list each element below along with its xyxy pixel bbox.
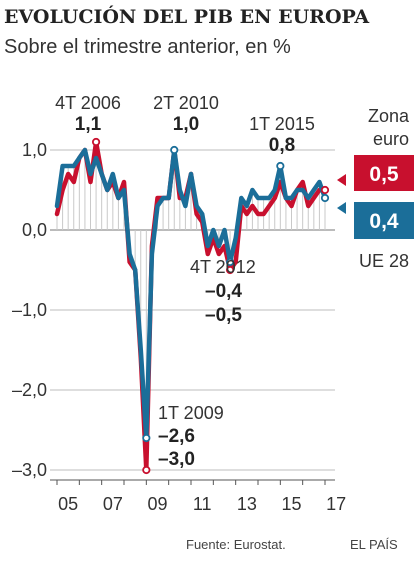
annotation-1t-2015: 1T 2015 0,8: [249, 114, 315, 156]
x-tick-label: 09: [147, 494, 167, 514]
y-tick-label: –2,0: [12, 380, 47, 400]
data-point-marker: [276, 161, 285, 171]
x-tick-label: 17: [326, 494, 346, 514]
x-tick-label: 15: [281, 494, 301, 514]
data-point-marker: [91, 137, 101, 147]
legend-label: Zona: [368, 106, 410, 126]
publisher-logo: EL PAÍS: [350, 537, 398, 552]
annotation-2t-2010: 2T 2010 1,0: [153, 93, 219, 135]
data-point-marker: [225, 257, 235, 267]
annotation-markers: [91, 137, 330, 475]
annotation-4t-2006: 4T 2006 1,1: [55, 93, 121, 135]
legend-label: euro: [373, 129, 409, 149]
annotation-label: 1T 2015: [249, 114, 315, 134]
annotation-value: –0,4: [205, 281, 242, 302]
data-point-marker: [225, 265, 235, 275]
data-point-marker: [170, 145, 179, 155]
annotation-value: –2,6: [158, 426, 195, 447]
legend-pointer-eu28: [337, 202, 346, 214]
y-tick-label: 1,0: [22, 140, 47, 160]
annotation-value: 0,8: [269, 135, 295, 156]
y-tick-label: –3,0: [12, 460, 47, 480]
legend-pointer-eurozone: [337, 174, 346, 186]
annotation-1t-2009: 1T 2009 –2,6 –3,0: [158, 403, 224, 470]
legend-label: UE 28: [359, 251, 409, 271]
badge-value: 0,5: [369, 163, 399, 186]
badge-value: 0,4: [369, 210, 399, 233]
annotation-label: 4T 2006: [55, 93, 121, 113]
annotation-value: –0,5: [205, 305, 242, 326]
x-tick-label: 11: [193, 494, 212, 514]
y-tick-label: 0,0: [22, 220, 47, 240]
annotation-label: 4T 2012: [190, 257, 256, 277]
annotation-label: 1T 2009: [158, 403, 224, 423]
x-tick-label: 05: [58, 494, 78, 514]
annotation-4t-2012: 4T 2012 –0,4 –0,5: [190, 257, 256, 326]
badge-eurozone: [354, 155, 414, 191]
axis-ticks: 1,0 0,0 –1,0 –2,0 –3,0 05 07 09 11 13 15 17: [12, 140, 346, 514]
data-point-marker: [142, 465, 151, 475]
badge-eu28: [354, 202, 414, 239]
annotation-label: 2T 2010: [153, 93, 219, 113]
chart-subtitle: Sobre el trimestre anterior, en %: [4, 36, 291, 58]
x-tick-label: 13: [237, 494, 257, 514]
data-point-marker: [320, 193, 330, 203]
legend-eu28: 0,4 UE 28: [337, 202, 414, 271]
annotation-value: 1,1: [75, 114, 102, 135]
legend-eurozone: Zona euro 0,5: [337, 106, 414, 191]
data-point-marker: [320, 185, 330, 195]
chart-title: EVOLUCIÓN DEL PIB EN EUROPA: [4, 5, 369, 28]
x-tick-label: 07: [103, 494, 123, 514]
data-point-marker: [142, 433, 151, 443]
y-tick-label: –1,0: [12, 300, 47, 320]
source-note: Fuente: Eurostat.: [186, 537, 286, 552]
annotation-value: –3,0: [158, 449, 195, 470]
grid-lines: [50, 149, 335, 471]
annotation-value: 1,0: [173, 114, 199, 135]
